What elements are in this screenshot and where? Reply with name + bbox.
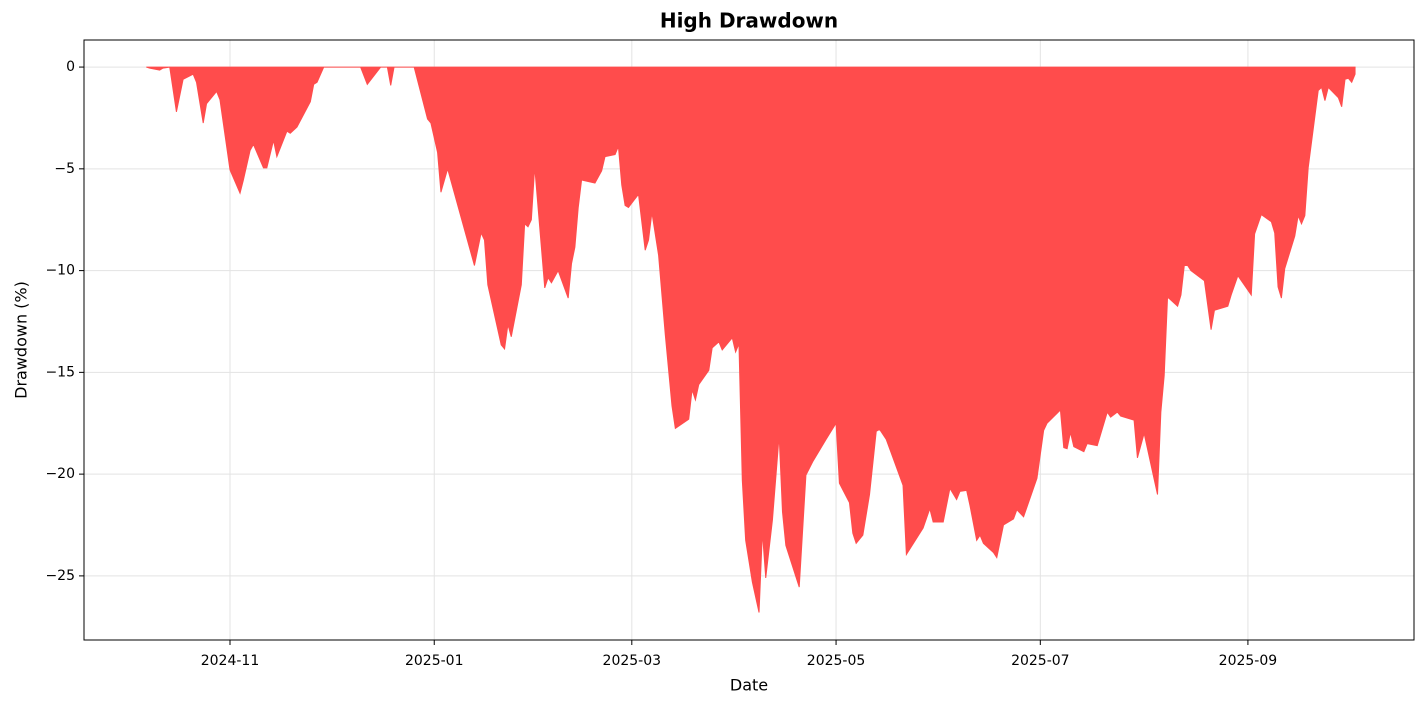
y-tick-label: −15 — [45, 364, 75, 380]
y-axis-label: Drawdown (%) — [12, 281, 31, 399]
y-tick-label: −10 — [45, 263, 75, 279]
plot-frame — [83, 39, 1415, 641]
y-tick-label: −20 — [45, 466, 75, 482]
chart-title: High Drawdown — [660, 9, 838, 33]
x-tick-label: 2025-05 — [807, 653, 866, 669]
x-axis-label: Date — [730, 676, 768, 695]
y-tick-label: 0 — [66, 59, 75, 75]
x-tick-label: 2025-09 — [1219, 653, 1278, 669]
x-tick-label: 2025-07 — [1011, 653, 1070, 669]
x-tick-label: 2025-01 — [405, 653, 464, 669]
drawdown-area — [146, 66, 1356, 613]
x-tick-label: 2024-11 — [201, 653, 260, 669]
y-tick-label: −25 — [45, 568, 75, 584]
x-tick-label: 2025-03 — [603, 653, 662, 669]
y-tick-label: −5 — [54, 161, 75, 177]
